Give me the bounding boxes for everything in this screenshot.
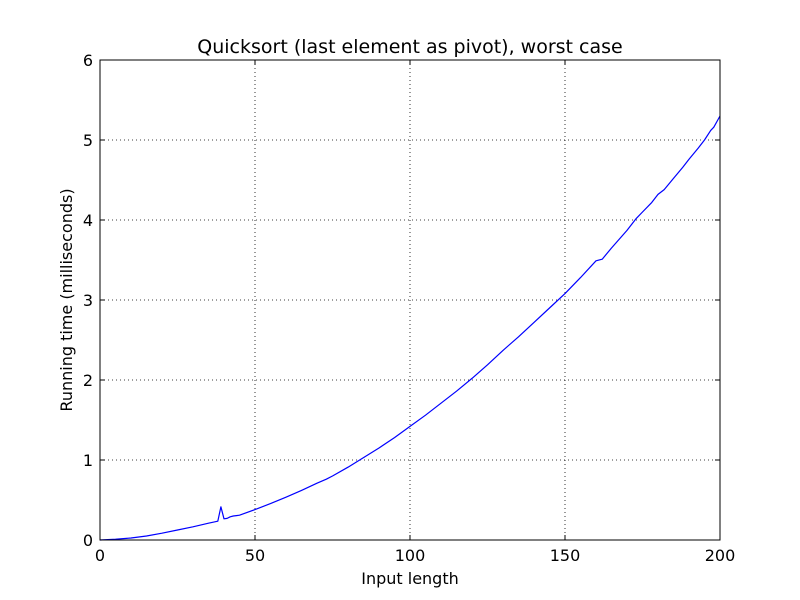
y-tick-label: 0 (83, 531, 93, 550)
x-tick-label: 100 (395, 546, 426, 565)
chart-title: Quicksort (last element as pivot), worst… (197, 36, 622, 58)
y-tick-label: 3 (83, 291, 93, 310)
x-tick-label: 150 (550, 546, 581, 565)
y-tick-label: 5 (83, 131, 93, 150)
line-layer (99, 115, 721, 541)
x-axis-label: Input length (361, 569, 459, 588)
x-tick-label: 0 (95, 546, 105, 565)
x-tick-label: 200 (705, 546, 736, 565)
series-line-0 (99, 115, 721, 541)
y-tick-label: 6 (83, 51, 93, 70)
label-layer: 0 50 100 150 200 0 1 2 3 4 5 6 (83, 51, 735, 565)
x-tick-label: 50 (245, 546, 265, 565)
y-tick-label: 4 (83, 211, 93, 230)
grid-layer (100, 60, 720, 540)
tick-layer (99, 59, 721, 541)
y-axis-label: Running time (milliseconds) (57, 188, 76, 411)
y-tick-label: 1 (83, 451, 93, 470)
y-tick-label: 2 (83, 371, 93, 390)
